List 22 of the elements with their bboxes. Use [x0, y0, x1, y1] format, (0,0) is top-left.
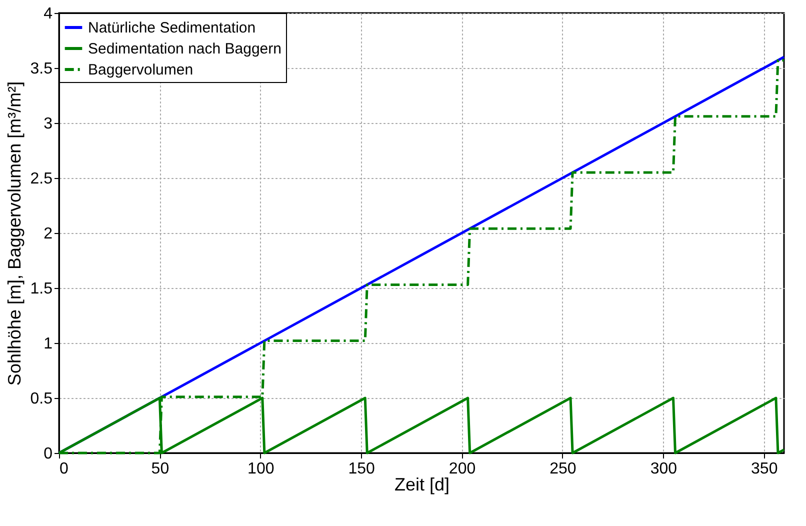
x-tick-label: 150 — [348, 460, 376, 478]
y-tick-label: 2.5 — [30, 170, 53, 188]
legend-label: Baggervolumen — [88, 62, 194, 78]
y-tick-label: 1 — [44, 336, 53, 352]
y-tick-label: 3 — [44, 116, 53, 132]
x-tick-label: 50 — [151, 460, 170, 478]
y-tick-label: 0.5 — [30, 390, 53, 408]
x-tick-label: 200 — [448, 460, 476, 478]
y-tick-label: 2 — [44, 226, 53, 242]
legend-label: Sedimentation nach Baggern — [88, 40, 282, 58]
x-tick-label: 100 — [248, 460, 274, 478]
y-tick-label: 0 — [44, 446, 53, 462]
x-axis-title: Zeit [d] — [394, 474, 450, 494]
x-tick-label: 350 — [751, 460, 778, 478]
x-tick-label: 250 — [550, 460, 576, 478]
x-tick-label: 300 — [650, 460, 678, 478]
y-tick-label: 1.5 — [30, 280, 53, 298]
legend-label: Natürliche Sedimentation — [88, 20, 256, 36]
y-axis-title: Sohlhöhe [m], Baggervolumen [m³/m²] — [4, 81, 24, 386]
y-tick-label: 3.5 — [30, 60, 53, 78]
x-tick-label: 0 — [60, 460, 68, 478]
y-tick-label: 4 — [44, 6, 53, 22]
